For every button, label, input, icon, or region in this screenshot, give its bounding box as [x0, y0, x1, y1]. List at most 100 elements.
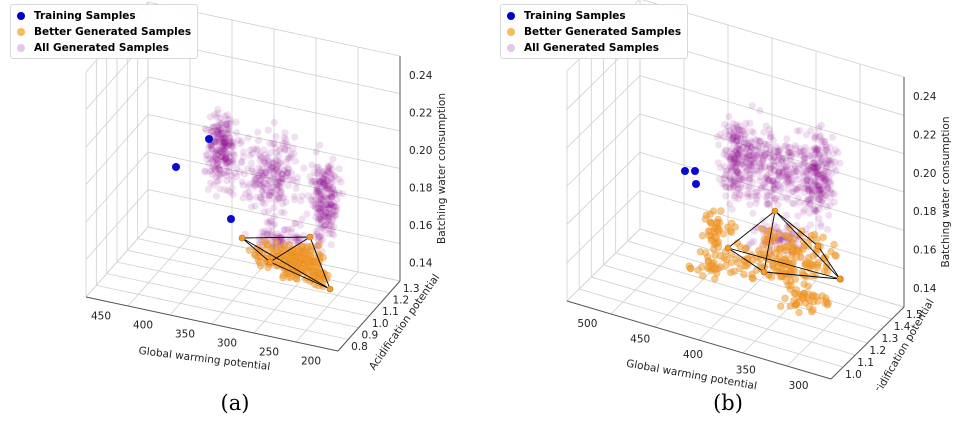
point-all-generated [828, 157, 836, 165]
point-all-generated [760, 128, 768, 136]
point-better-generated [304, 243, 312, 251]
point-all-generated [211, 138, 219, 146]
point-all-generated [757, 160, 765, 168]
point-all-generated [216, 130, 224, 138]
point-all-generated [739, 143, 747, 151]
point-all-generated [758, 184, 766, 192]
point-all-generated [225, 157, 233, 165]
point-all-generated [272, 164, 281, 172]
point-all-generated [742, 139, 751, 147]
point-better-generated [792, 253, 800, 262]
point-all-generated [810, 164, 818, 172]
point-better-generated [790, 297, 798, 305]
point-better-generated [809, 306, 817, 314]
point-all-generated [273, 180, 281, 188]
point-all-generated [726, 173, 734, 181]
point-all-generated [732, 149, 740, 157]
point-all-generated [211, 148, 220, 156]
point-all-generated [212, 146, 221, 154]
point-all-generated [210, 181, 218, 189]
point-better-generated [740, 270, 748, 279]
point-all-generated [327, 193, 335, 201]
point-all-generated [729, 150, 737, 158]
point-all-generated [214, 151, 222, 159]
point-all-generated [759, 155, 767, 164]
point-all-generated [754, 144, 762, 152]
legend-marker-training [507, 12, 515, 20]
point-all-generated [729, 135, 737, 143]
point-all-generated [292, 219, 300, 227]
legend-a: Training Samples Better Generated Sample… [10, 4, 199, 59]
point-all-generated [826, 143, 834, 151]
point-all-generated [287, 151, 296, 159]
point-all-generated [727, 167, 735, 175]
point-all-generated [733, 151, 742, 159]
point-all-generated [278, 194, 286, 202]
point-all-generated [818, 186, 827, 194]
point-all-generated [207, 179, 215, 187]
point-all-generated [801, 199, 809, 207]
point-all-generated [214, 109, 222, 117]
point-better-generated [831, 251, 839, 259]
point-all-generated [313, 209, 321, 217]
point-all-generated [258, 188, 266, 196]
point-all-generated [316, 207, 324, 215]
point-all-generated [775, 168, 783, 176]
legend-label-better: Better Generated Samples [524, 26, 682, 38]
point-all-generated [739, 161, 747, 169]
point-all-generated [272, 165, 280, 173]
point-all-generated [281, 129, 289, 137]
point-all-generated [315, 232, 323, 240]
point-all-generated [248, 149, 256, 158]
point-all-generated [751, 223, 759, 231]
point-all-generated [729, 136, 737, 145]
point-all-generated [765, 176, 773, 184]
point-all-generated [266, 172, 274, 180]
point-better-generated [714, 243, 723, 252]
point-all-generated [774, 201, 782, 209]
point-all-generated [318, 175, 327, 183]
point-all-generated [755, 148, 763, 157]
point-all-generated [792, 222, 800, 230]
point-all-generated [773, 171, 781, 180]
point-all-generated [808, 163, 816, 171]
point-all-generated [730, 154, 739, 162]
point-all-generated [316, 212, 324, 220]
point-all-generated [769, 181, 777, 189]
point-all-generated [808, 191, 816, 199]
point-all-generated [284, 164, 292, 172]
point-all-generated [713, 133, 721, 141]
point-all-generated [737, 131, 745, 139]
point-all-generated [755, 167, 763, 175]
point-all-generated [746, 165, 755, 174]
point-all-generated [321, 185, 329, 194]
point-all-generated [320, 170, 328, 178]
point-all-generated [761, 163, 769, 172]
point-all-generated [817, 186, 825, 194]
point-all-generated [821, 137, 829, 145]
point-all-generated [221, 149, 229, 157]
point-all-generated [727, 147, 735, 155]
z-tick-label: 0.14 [409, 257, 433, 269]
point-all-generated [735, 149, 743, 157]
point-all-generated [221, 155, 229, 163]
point-all-generated [251, 175, 259, 183]
point-all-generated [328, 185, 336, 193]
legend-item-better: Better Generated Samples [507, 24, 681, 40]
point-all-generated [221, 160, 229, 168]
point-all-generated [792, 172, 800, 180]
point-better-generated [287, 273, 295, 281]
point-all-generated [328, 201, 336, 209]
point-all-generated [215, 126, 223, 134]
point-all-generated [832, 146, 840, 154]
point-all-generated [210, 131, 218, 139]
point-all-generated [816, 192, 824, 200]
point-all-generated [225, 138, 233, 146]
point-all-generated [734, 168, 742, 176]
point-all-generated [804, 195, 812, 203]
point-all-generated [752, 199, 760, 207]
point-all-generated [822, 175, 830, 183]
point-all-generated [268, 228, 276, 236]
point-all-generated [319, 174, 327, 182]
point-all-generated [799, 179, 807, 187]
